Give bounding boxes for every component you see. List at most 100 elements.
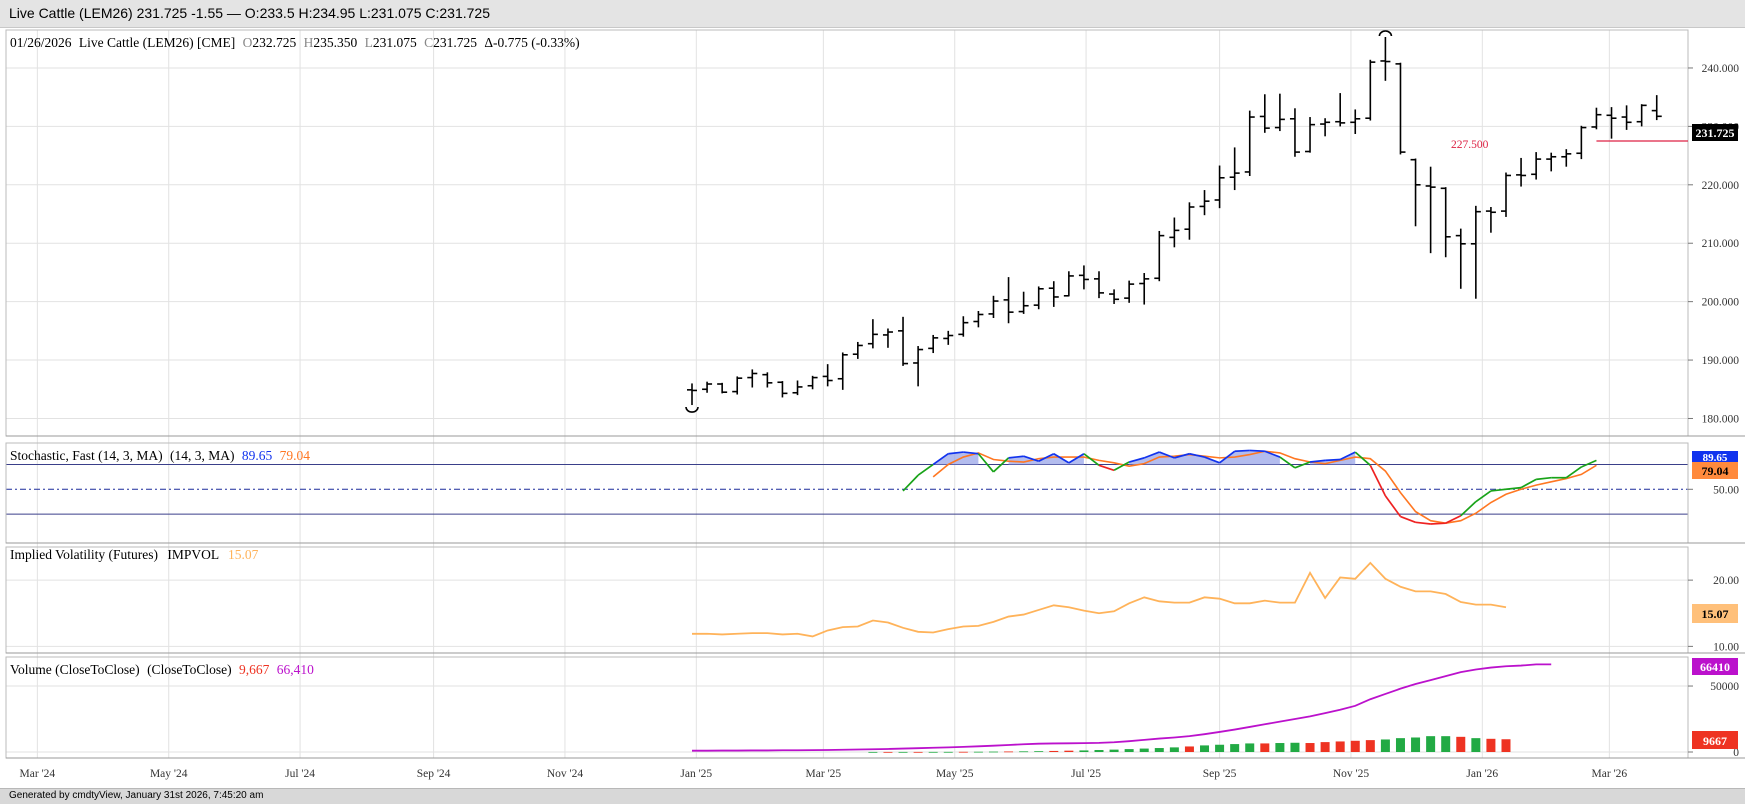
volume-bar [1501, 739, 1511, 752]
ohlc-bar [747, 369, 758, 388]
x-tick-label: Sep '24 [417, 768, 451, 780]
ohlc-bar [1093, 271, 1104, 299]
window-title-bar: Live Cattle (LEM26) 231.725 -1.55 — O:23… [0, 0, 1745, 28]
stoch-k-segment [1098, 464, 1115, 472]
volume-name: Volume (CloseToClose) [10, 662, 140, 677]
ohlc-bar [732, 376, 743, 395]
last-price-tag: 231.725 [1692, 124, 1738, 141]
stoch-k-segment [1430, 522, 1446, 525]
volume-bar [1456, 736, 1466, 752]
stoch-k-segment [1490, 488, 1507, 492]
price-header-open: 232.725 [252, 35, 296, 50]
ohlc-bar [1274, 93, 1285, 132]
stoch-k-segment [1400, 515, 1416, 524]
volume-bar [898, 751, 908, 753]
footer-bar: Generated by cmdtyView, January 31st 202… [0, 788, 1745, 804]
stoch-overbought-fill [1008, 453, 1084, 465]
x-tick-label: May '24 [150, 768, 188, 780]
x-tick-label: Mar '24 [20, 768, 56, 780]
volume-bar [1019, 751, 1029, 753]
ohlc-bar [1244, 110, 1255, 177]
stoch-k-segment [992, 457, 1010, 473]
ohlc-bar [1350, 109, 1361, 134]
ohlc-bar [882, 328, 893, 348]
stoch-k-segment [1113, 461, 1130, 472]
volume-bar [1290, 742, 1300, 752]
ohlc-bar [973, 310, 984, 328]
stoch-k-segment [932, 453, 949, 466]
svg-text:9667: 9667 [1703, 734, 1727, 748]
ohlc-bar [988, 295, 999, 318]
stoch-name: Stochastic, Fast (14, 3, MA) [10, 448, 163, 463]
volume-bar [883, 751, 893, 753]
price-header-high: 235.350 [313, 35, 357, 50]
chart-canvas[interactable]: 01/26/2026 Live Cattle (LEM26) [CME] O23… [0, 27, 1745, 788]
ohlc-bar [1169, 217, 1180, 248]
ohlc-bar [1033, 286, 1044, 310]
stoch-k-segment [977, 453, 995, 473]
volume-bar [1154, 748, 1164, 752]
ohlc-bar [1455, 228, 1466, 289]
ohlc-bar [1078, 265, 1089, 290]
stoch-k-segment [1415, 521, 1431, 525]
ohlc-bar [1289, 108, 1300, 157]
price-header-change: Δ-0.775 (-0.33%) [484, 35, 579, 50]
stoch-k-segment [1008, 455, 1024, 459]
ohlc-bar [943, 330, 954, 345]
ohlc-bar [1470, 205, 1481, 299]
stoch-k-segment [1143, 451, 1160, 459]
ohlc-bar [867, 319, 878, 349]
ohlc-bar [1229, 147, 1240, 191]
axis-labels: Mar '24 May '24 Jul '24 Sep '24 Nov '24 Jan '… [20, 63, 1740, 780]
x-tick-label: Jan '26 [1466, 768, 1498, 780]
volume-ma-value: 66,410 [277, 662, 314, 677]
ohlc-bar [687, 383, 697, 406]
volume-bar [868, 751, 878, 753]
volume-header: Volume (CloseToClose) (CloseToClose) 9,6… [10, 662, 314, 677]
stoch-k-segment [1279, 456, 1296, 469]
iv-label: IMPVOL [167, 547, 219, 562]
ohlc-bar [1500, 172, 1511, 217]
price-header-high-key: H [304, 35, 314, 50]
ohlc-bar [837, 352, 848, 390]
volume-bar [1441, 736, 1451, 752]
stoch-k-segment [1369, 464, 1387, 497]
stoch-k-segment [948, 451, 964, 455]
stoch-k-segment [1505, 486, 1522, 491]
stoch-k-segment [1520, 478, 1537, 489]
stoch-axis-label: 50.00 [1713, 484, 1739, 496]
price-header-low: 231.075 [373, 35, 417, 50]
svg-text:79.04: 79.04 [1702, 464, 1729, 478]
stoch-k-segment [1023, 455, 1039, 462]
stoch-header: Stochastic, Fast (14, 3, MA) (14, 3, MA)… [10, 448, 310, 463]
stoch-k-segment [1536, 476, 1552, 481]
ohlc-bar [1063, 271, 1074, 297]
price-axis-label: 200.000 [1702, 297, 1740, 309]
volume-bar [1350, 740, 1360, 752]
price-axis-label: 240.000 [1702, 63, 1740, 75]
iv-value-tag: 15.07 [1692, 604, 1738, 623]
stoch-k-segment [1384, 495, 1402, 518]
stoch-d-tag: 79.04 [1692, 462, 1738, 479]
ohlc-bar [1320, 118, 1331, 137]
stoch-k-segment [1219, 450, 1236, 464]
volume-bar [1200, 745, 1210, 752]
ohlc-bar [1440, 187, 1451, 258]
volume-bar [1079, 750, 1089, 752]
ohlc-bar [1576, 125, 1587, 160]
volume-params: (CloseToClose) [147, 662, 232, 677]
panel-frame-2 [5, 546, 1689, 654]
volume-bar [1380, 739, 1390, 752]
x-tick-label: Mar '25 [806, 768, 842, 780]
price-header-date: 01/26/2026 [10, 35, 72, 50]
iv-name: Implied Volatility (Futures) [10, 547, 158, 562]
volume-bar [1034, 751, 1044, 753]
volume-bar [1426, 736, 1436, 752]
volume-bar [943, 751, 953, 753]
volume-bar [1094, 750, 1104, 752]
x-tick-label: Mar '26 [1592, 768, 1628, 780]
ohlc-bar [913, 346, 924, 387]
ohlc-bar [1380, 37, 1391, 81]
stoch-k-segment [1128, 457, 1145, 463]
ohlc-bar [1516, 157, 1527, 187]
